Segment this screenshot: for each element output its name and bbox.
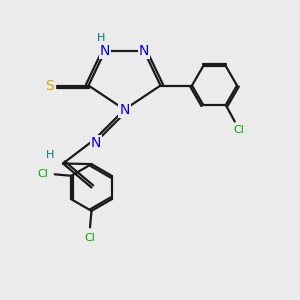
Text: N: N (91, 136, 101, 150)
Text: Cl: Cl (37, 169, 48, 179)
Text: S: S (45, 79, 54, 92)
Text: Cl: Cl (85, 233, 95, 243)
Text: N: N (119, 103, 130, 116)
Text: H: H (46, 150, 55, 160)
Text: Cl: Cl (234, 125, 245, 136)
Text: N: N (100, 44, 110, 58)
Text: H: H (97, 33, 106, 43)
Text: N: N (139, 44, 149, 58)
